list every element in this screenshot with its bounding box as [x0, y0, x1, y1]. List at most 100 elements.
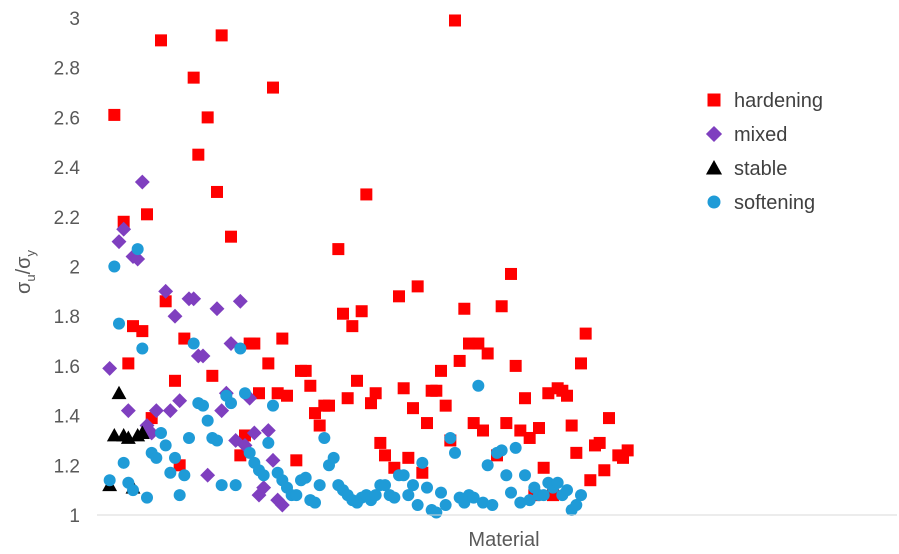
point-mixed [246, 425, 262, 441]
point-hardening [542, 387, 555, 400]
point-softening [472, 379, 485, 392]
point-softening [225, 397, 237, 410]
point-hardening [211, 185, 223, 198]
point-softening [159, 439, 172, 452]
point-hardening [509, 359, 522, 372]
point-hardening [561, 389, 573, 402]
svg-text:σu/σy: σu/σy [13, 250, 38, 294]
point-hardening [108, 108, 121, 121]
y-tick-label: 2.6 [54, 108, 80, 129]
point-mixed [256, 480, 272, 496]
point-softening [318, 431, 331, 444]
y-axis-title: σu/σy [13, 250, 38, 294]
point-hardening [467, 417, 480, 430]
point-mixed [158, 283, 174, 299]
point-softening [402, 489, 415, 502]
point-mixed [265, 452, 281, 468]
point-mixed [120, 403, 136, 419]
point-hardening [411, 280, 424, 293]
point-hardening [430, 384, 443, 397]
point-softening [407, 479, 419, 492]
point-softening [197, 399, 209, 412]
point-softening [234, 342, 247, 355]
point-hardening [365, 397, 377, 410]
point-hardening [593, 436, 606, 449]
series-hardening [108, 14, 634, 502]
point-hardening [519, 392, 531, 405]
point-mixed [186, 291, 202, 307]
point-hardening [309, 407, 321, 420]
y-axis-title-slash-sigma: /σ [13, 256, 35, 275]
y-tick-label: 1 [69, 506, 80, 527]
y-tick-label: 2.2 [54, 208, 80, 229]
point-hardening [579, 327, 592, 340]
point-hardening [122, 357, 135, 370]
point-mixed [214, 403, 230, 419]
point-softening [290, 489, 303, 502]
point-mixed [167, 308, 183, 324]
y-tick-label: 2 [69, 258, 80, 279]
point-softening [379, 479, 391, 492]
point-mixed [134, 174, 150, 190]
legend-marker-stable [705, 159, 723, 175]
point-hardening [575, 357, 587, 370]
point-hardening [477, 424, 489, 437]
point-softening [481, 459, 494, 472]
point-hardening [379, 449, 391, 462]
point-softening [486, 499, 499, 512]
point-hardening [463, 337, 475, 350]
point-softening [313, 479, 326, 492]
point-hardening [192, 148, 205, 161]
point-hardening [187, 71, 200, 84]
point-hardening [346, 320, 359, 333]
point-softening [514, 496, 527, 509]
point-softening [108, 260, 121, 273]
point-softening [411, 499, 424, 512]
point-hardening [360, 188, 373, 201]
legend-label-mixed: mixed [734, 124, 787, 146]
point-hardening [267, 81, 279, 94]
series-mixed [102, 174, 290, 513]
point-softening [127, 484, 139, 497]
point-hardening [369, 387, 382, 400]
point-softening [477, 496, 489, 509]
point-hardening [505, 267, 517, 280]
point-softening [243, 446, 256, 459]
point-hardening [570, 446, 583, 459]
point-hardening [141, 208, 153, 221]
point-hardening [439, 399, 452, 412]
point-hardening [299, 364, 312, 377]
point-hardening [565, 419, 578, 432]
point-softening [444, 431, 457, 444]
point-softening [388, 491, 401, 504]
point-hardening [500, 417, 513, 430]
point-softening [229, 479, 242, 492]
point-hardening [449, 14, 461, 27]
point-softening [141, 491, 153, 504]
point-hardening [407, 402, 419, 415]
point-hardening [201, 111, 214, 124]
point-softening [201, 414, 214, 427]
point-hardening [136, 325, 149, 338]
legend-label-stable: stable [734, 158, 787, 180]
point-softening [509, 441, 522, 454]
point-softening [435, 486, 447, 499]
point-softening [570, 499, 583, 512]
y-tick-label: 3 [69, 9, 80, 30]
point-softening [169, 451, 181, 464]
point-hardening [598, 464, 611, 477]
point-hardening [351, 374, 363, 387]
point-mixed [102, 360, 118, 376]
y-tick-label: 1.6 [54, 357, 80, 378]
point-hardening [374, 436, 387, 449]
point-hardening [262, 357, 275, 370]
point-softening [397, 469, 410, 482]
point-hardening [313, 419, 326, 432]
legend-marker-softening [707, 195, 721, 209]
point-softening [416, 456, 429, 469]
point-hardening [215, 29, 228, 42]
series-softening [103, 243, 587, 519]
legend-label-softening: softening [734, 192, 815, 214]
point-hardening [323, 399, 335, 412]
